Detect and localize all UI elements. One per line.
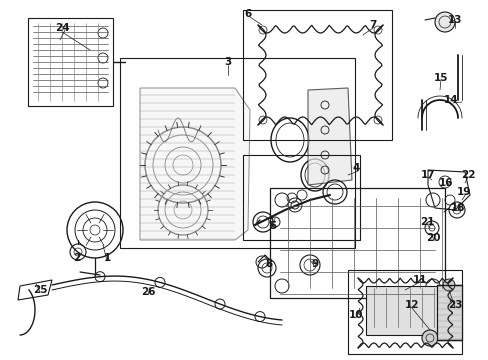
Text: 16: 16 [438, 178, 452, 188]
Text: 6: 6 [244, 9, 251, 19]
Polygon shape [140, 88, 249, 240]
Text: 4: 4 [351, 163, 359, 173]
Circle shape [442, 279, 454, 291]
Text: 5: 5 [269, 221, 276, 231]
Circle shape [421, 330, 437, 346]
Text: 9: 9 [311, 259, 318, 269]
Text: 22: 22 [460, 170, 474, 180]
Text: 12: 12 [404, 300, 418, 310]
Text: 14: 14 [443, 95, 457, 105]
Text: 3: 3 [224, 57, 231, 67]
Polygon shape [307, 88, 351, 185]
Text: 2: 2 [73, 253, 81, 263]
Text: 19: 19 [456, 187, 470, 197]
Text: 15: 15 [433, 73, 447, 83]
Text: 10: 10 [348, 310, 363, 320]
Text: 8: 8 [265, 259, 272, 269]
Text: 7: 7 [368, 20, 376, 30]
Text: 23: 23 [447, 300, 461, 310]
Bar [120, 58, 354, 248]
Text: 21: 21 [419, 217, 433, 227]
Bar [365, 286, 444, 335]
Text: 24: 24 [55, 23, 69, 33]
Text: 13: 13 [447, 15, 461, 25]
Bar [243, 155, 359, 240]
Text: 18: 18 [450, 203, 464, 213]
Text: 11: 11 [412, 275, 427, 285]
Text: 25: 25 [33, 285, 47, 295]
Text: 20: 20 [425, 233, 439, 243]
Bar [243, 10, 391, 140]
Bar [28, 18, 113, 106]
Bar [269, 188, 444, 298]
Text: 17: 17 [420, 170, 434, 180]
Text: 26: 26 [141, 287, 155, 297]
Bar [347, 270, 461, 354]
Bar [436, 285, 461, 340]
Text: 1: 1 [103, 253, 110, 263]
Circle shape [434, 12, 454, 32]
